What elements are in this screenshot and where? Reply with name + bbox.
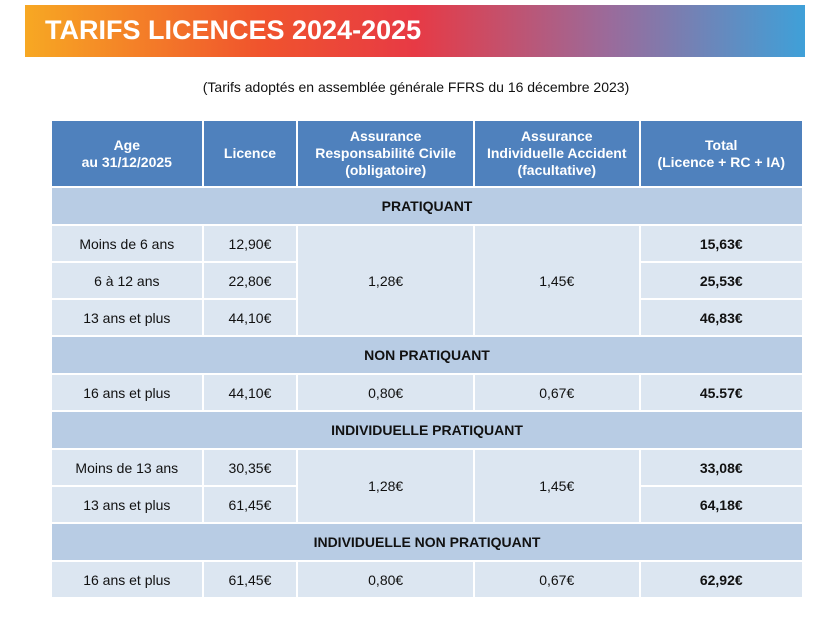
header-line: (obligatoire) <box>345 162 427 178</box>
header-line: au 31/12/2025 <box>81 153 172 170</box>
rc-cell: 0,80€ <box>296 560 475 599</box>
title: TARIFS LICENCES 2024-2025 <box>45 15 422 45</box>
rc-cell: 0,80€ <box>296 373 475 412</box>
age-cell: 16 ans et plus <box>50 373 204 412</box>
licence-cell: 61,45€ <box>201 485 299 524</box>
header-line: Age <box>113 136 141 153</box>
data-row: 16 ans et plus 61,45€ 0,80€ 0,67€ 62,92€ <box>50 560 805 599</box>
section-row: PRATIQUANT <box>50 186 804 226</box>
tariff-table: Age au 31/12/2025 Licence Assurance Responsa… <box>50 119 805 599</box>
total-cell: 62,92€ <box>638 560 805 599</box>
section-title: PRATIQUANT <box>50 186 804 226</box>
ia-cell: 1,45€ <box>472 224 641 337</box>
ia-cell: 0,67€ <box>472 373 641 412</box>
section-row: INDIVIDUELLE NON PRATIQUANT <box>50 522 804 562</box>
rc-cell: 1,28€ <box>296 224 475 337</box>
age-cell: 13 ans et plus <box>50 485 204 524</box>
ia-cell: 0,67€ <box>472 560 641 599</box>
header-line: Assurance <box>520 128 593 144</box>
column-header: Assurance Responsabilité Civile (obligatoi… <box>296 119 475 188</box>
data-row: Moins de 6 ans 12,90€ 1,28€ 1,45€ 15,63€ <box>50 224 805 337</box>
total-cell: 25,53€ <box>638 261 805 300</box>
total-cell: 46,83€ <box>638 298 805 337</box>
licence-cell: 12,90€ <box>201 224 299 263</box>
age-cell: 6 à 12 ans <box>50 261 204 300</box>
licence-cell: 22,80€ <box>201 261 299 300</box>
age-cell: Moins de 13 ans <box>50 448 204 487</box>
column-header: Licence <box>201 119 299 188</box>
data-row: Moins de 13 ans 30,35€ 1,28€ 1,45€ 33,08€ <box>50 448 805 524</box>
data-row: 16 ans et plus 44,10€ 0,80€ 0,67€ 45.57€ <box>50 373 805 412</box>
banner: TARIFS LICENCES 2024-2025 <box>25 5 805 57</box>
total-cell: 45.57€ <box>638 373 805 412</box>
data-row: 13 ans et plus 61,45€ 64,18€ <box>50 485 805 524</box>
section-row: INDIVIDUELLE PRATIQUANT <box>50 410 804 450</box>
section-title: INDIVIDUELLE PRATIQUANT <box>50 410 804 450</box>
licence-cell: 30,35€ <box>201 448 299 487</box>
licence-cell: 44,10€ <box>201 298 299 337</box>
age-cell: Moins de 6 ans <box>50 224 204 263</box>
section-title: NON PRATIQUANT <box>50 335 804 375</box>
licence-cell: 44,10€ <box>201 373 299 412</box>
section-title: INDIVIDUELLE NON PRATIQUANT <box>50 522 804 562</box>
header-line: Individuelle Accident <box>486 145 627 161</box>
header-line: Licence <box>223 145 277 161</box>
licence-cell: 61,45€ <box>201 560 299 599</box>
age-cell: 16 ans et plus <box>50 560 204 599</box>
table-body: PRATIQUANT Moins de 6 ans 12,90€ 1,28€ 1,45€… <box>50 186 805 599</box>
section-row: NON PRATIQUANT <box>50 335 804 375</box>
header-line: (Licence + RC + IA) <box>657 153 786 170</box>
total-cell: 33,08€ <box>638 448 805 487</box>
header-line: Responsabilité Civile <box>315 145 457 161</box>
column-header: Total (Licence + RC + IA) <box>638 119 805 188</box>
ia-cell: 1,45€ <box>472 448 641 524</box>
subtitle: (Tarifs adoptés en assemblée générale FF… <box>202 79 630 95</box>
header-row: Age au 31/12/2025 Licence Assurance Responsa… <box>50 119 805 188</box>
data-row: 6 à 12 ans 22,80€ 25,53€ <box>50 261 805 300</box>
column-header: Assurance Individuelle Accident (facultati… <box>472 119 641 188</box>
header-line: Assurance <box>349 128 422 144</box>
total-cell: 15,63€ <box>638 224 805 263</box>
column-header: Age au 31/12/2025 <box>50 119 204 188</box>
header-line: Total <box>705 136 738 153</box>
data-row: 13 ans et plus 44,10€ 46,83€ <box>50 298 805 337</box>
total-cell: 64,18€ <box>638 485 805 524</box>
rc-cell: 1,28€ <box>296 448 475 524</box>
header-line: (facultative) <box>517 162 597 178</box>
age-cell: 13 ans et plus <box>50 298 204 337</box>
